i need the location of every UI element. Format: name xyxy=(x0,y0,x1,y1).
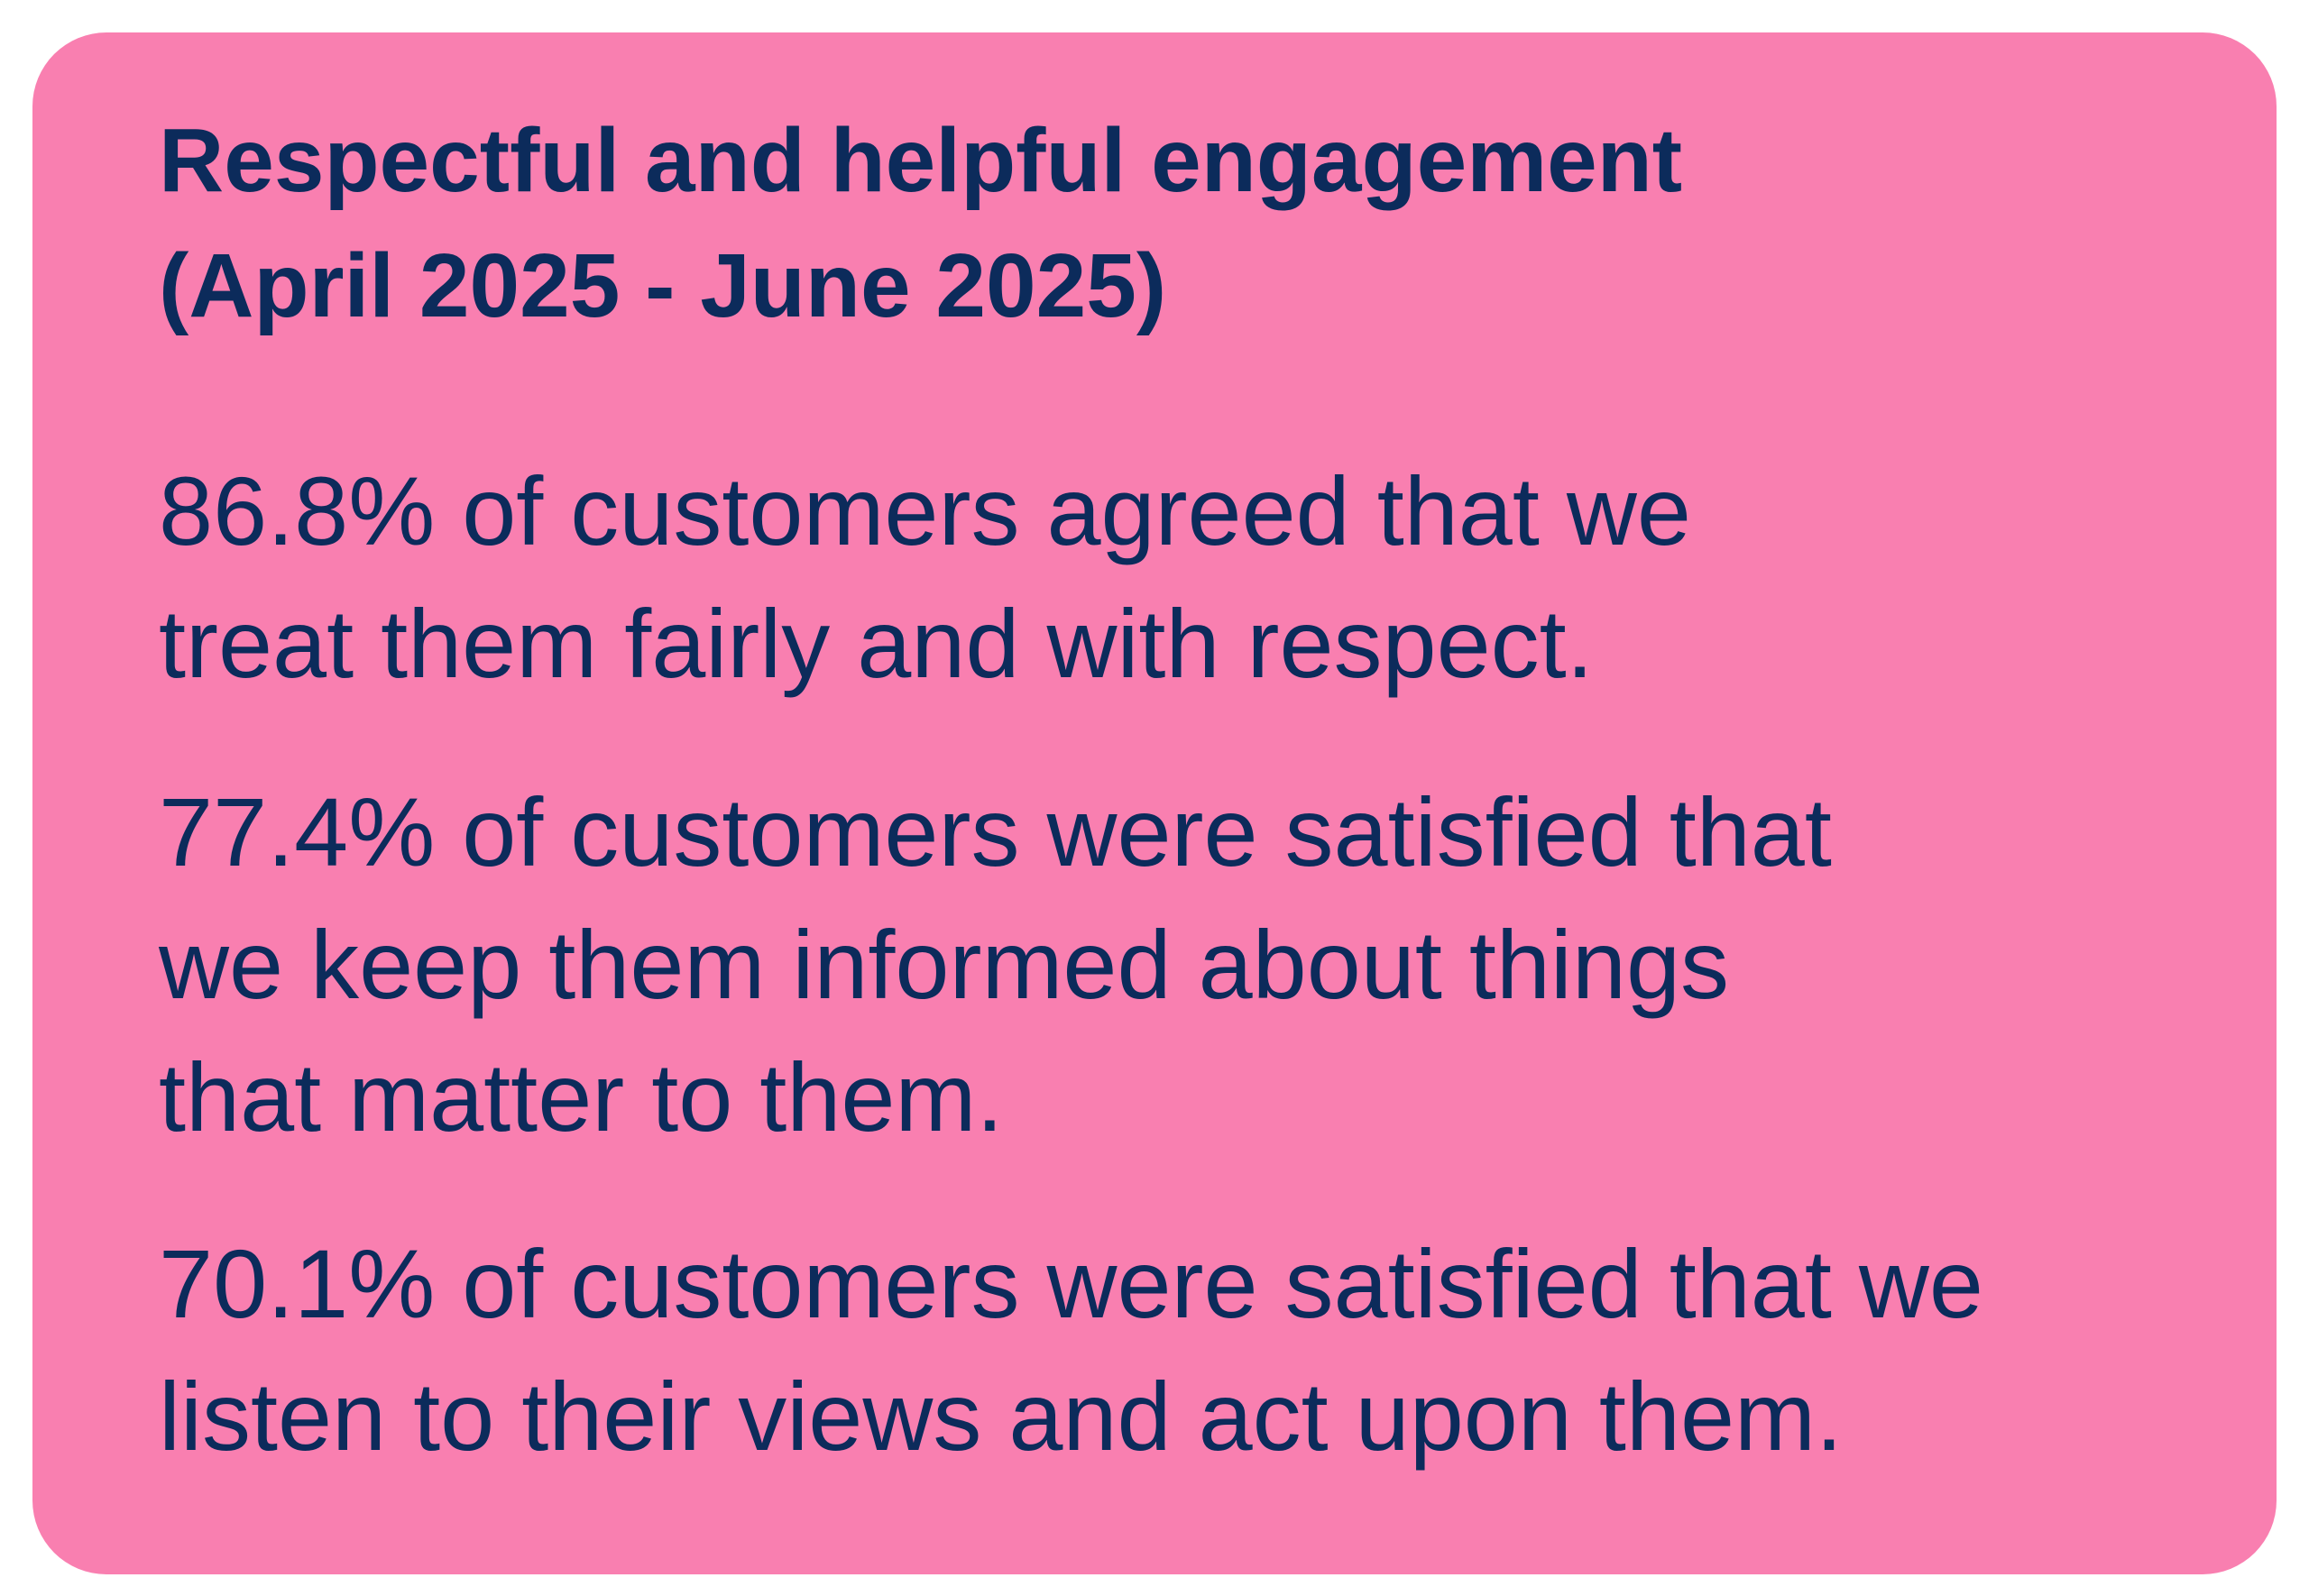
statistic-text: 77.4% of customers were satisfied that xyxy=(159,777,1832,886)
statistic-text: 86.8% of customers agreed that we xyxy=(159,456,1691,565)
card-content: Respectful and helpful engagement (April … xyxy=(158,110,1983,1471)
statistic-text: treat them fairly and with respect. xyxy=(159,589,1594,698)
statistic-text: listen to their views and act upon them. xyxy=(159,1362,1843,1471)
card-title: (April 2025 - June 2025) xyxy=(159,235,1166,336)
statistic-text: that matter to them. xyxy=(159,1042,1003,1151)
card-background xyxy=(32,32,2277,1574)
card-title: Respectful and helpful engagement xyxy=(159,110,1682,211)
statistic-text: we keep them informed about things xyxy=(158,910,1729,1019)
statistic-text: 70.1% of customers were satisfied that w… xyxy=(159,1229,1983,1338)
